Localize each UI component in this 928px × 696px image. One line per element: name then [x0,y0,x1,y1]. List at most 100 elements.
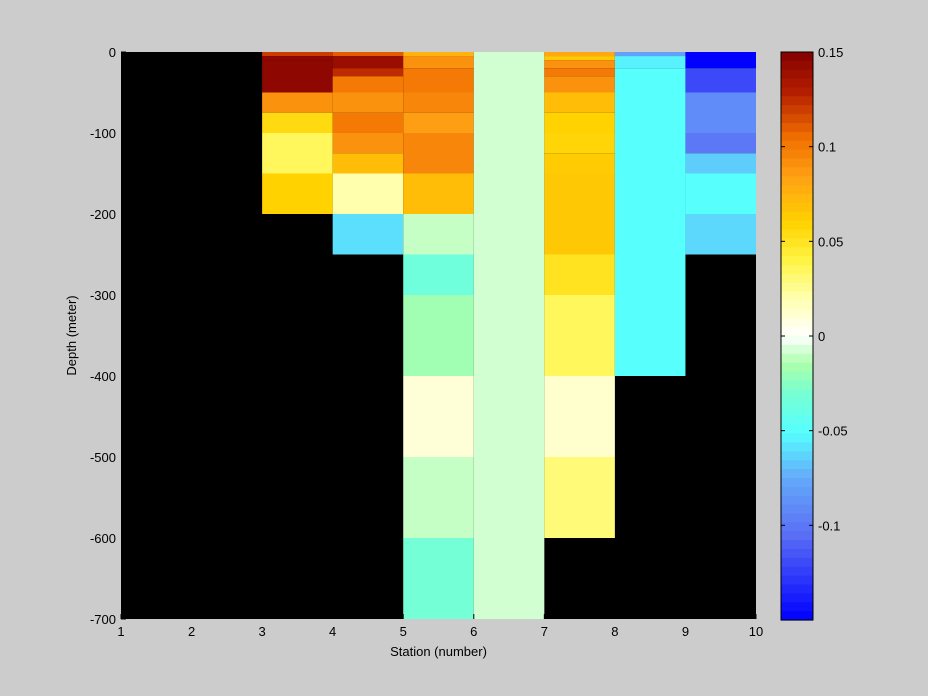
colorbar-swatch [781,433,813,444]
heatmap-cell [544,133,615,154]
heatmap-cell [262,133,333,174]
heatmap-cell [685,52,756,69]
colorbar-swatch [781,309,813,319]
colorbar-swatch [781,185,813,195]
colorbar-swatch [781,167,813,177]
heatmap-cell [332,112,404,133]
colorbar-swatch [781,202,813,213]
heatmap-cell [262,52,333,57]
heatmap-cell [403,92,474,113]
x-tick-label: 4 [329,624,336,639]
y-tick-label: -300 [90,288,116,303]
heatmap-cell [403,457,474,538]
colorbar-swatch [781,229,813,239]
colorbar-swatch [781,60,813,71]
heatmap-cell [332,133,404,154]
heatmap-cell [403,52,474,57]
colorbar-swatch [781,504,813,515]
heatmap-cell [614,56,686,69]
heatmap-plot [121,52,756,619]
heatmap-cell [403,295,474,376]
colorbar-swatch [781,478,813,488]
x-axis-ticks: 1 2 3 4 5 6 7 8 9 10 [117,614,763,639]
heatmap-cell [544,68,615,77]
heatmap-cell [544,295,615,376]
x-tick-label: 1 [117,624,124,639]
heatmap-cell [685,133,756,154]
colorbar-swatch [781,52,813,62]
x-tick-label: 3 [258,624,265,639]
colorbar-swatch [781,220,813,231]
colorbar-swatch [781,327,813,337]
colorbar-tick-label: -0.1 [818,518,840,533]
colorbar-swatch [781,344,813,355]
colorbar-swatch [781,602,813,612]
heatmap-cell [544,112,615,133]
x-tick-label: 9 [682,624,689,639]
colorbar-swatch [781,291,813,302]
colorbar-ticks: 0.15 0.1 0.05 0 -0.05 -0.1 [781,45,848,533]
colorbar-swatches [781,52,813,621]
y-axis-label: Depth (meter) [64,295,79,375]
colorbar-swatch [781,611,813,621]
colorbar-tick-label: 0.15 [818,45,843,60]
x-tick-label: 10 [749,624,763,639]
colorbar-swatch [781,318,813,328]
colorbar-swatch [781,575,813,586]
heatmap-cell [332,92,404,113]
heatmap-cell [403,56,474,69]
x-tick-label: 5 [400,624,407,639]
colorbar-swatch [781,247,813,257]
colorbar-swatch [781,353,813,364]
heatmap-cell [544,60,615,69]
colorbar-swatch [781,424,813,435]
colorbar-swatch [781,495,813,506]
colorbar-tick-label: -0.05 [818,424,848,439]
colorbar-swatch [781,415,813,426]
colorbar-swatch [781,451,813,461]
heatmap-cell [685,214,756,255]
heatmap-cell [403,112,474,133]
heatmap-cell [544,457,615,538]
colorbar-swatch [781,114,813,124]
colorbar-swatch [781,549,813,559]
y-tick-label: -600 [90,531,116,546]
colorbar-swatch [781,140,813,151]
colorbar-swatch [781,87,813,97]
colorbar-swatch [781,105,813,115]
heatmap-cell [544,173,615,214]
colorbar-swatch [781,371,813,381]
colorbar-swatch [781,593,813,603]
colorbar-swatch [781,131,813,142]
heatmap-cell [262,92,333,113]
colorbar-tick-label: 0.1 [818,140,836,155]
colorbar-tick-label: 0 [818,329,825,344]
heatmap-cell [685,92,756,133]
colorbar-swatch [781,123,813,133]
colorbar-swatch [781,460,813,470]
colorbar-swatch [781,566,813,577]
colorbar-swatch [781,469,813,479]
heatmap-cell [403,173,474,214]
heatmap-cells [262,52,756,619]
heatmap-cell [332,76,404,93]
colorbar-swatch [781,265,813,275]
heatmap-cell [262,173,333,214]
colorbar-swatch [781,380,813,390]
y-tick-label: -100 [90,126,116,141]
colorbar-swatch [781,540,813,550]
colorbar-swatch [781,557,813,568]
heatmap-cell [544,52,615,57]
y-tick-label: -500 [90,450,116,465]
x-tick-label: 8 [611,624,618,639]
heatmap-cell [262,56,333,61]
colorbar-swatch [781,407,813,417]
heatmap-cell [544,92,615,113]
heatmap-cell [614,68,686,376]
heatmap-cell [544,56,615,61]
heatmap-cell [403,214,474,255]
colorbar-swatch [781,194,813,204]
x-axis-label: Station (number) [390,644,487,659]
heatmap-cell [403,68,474,93]
